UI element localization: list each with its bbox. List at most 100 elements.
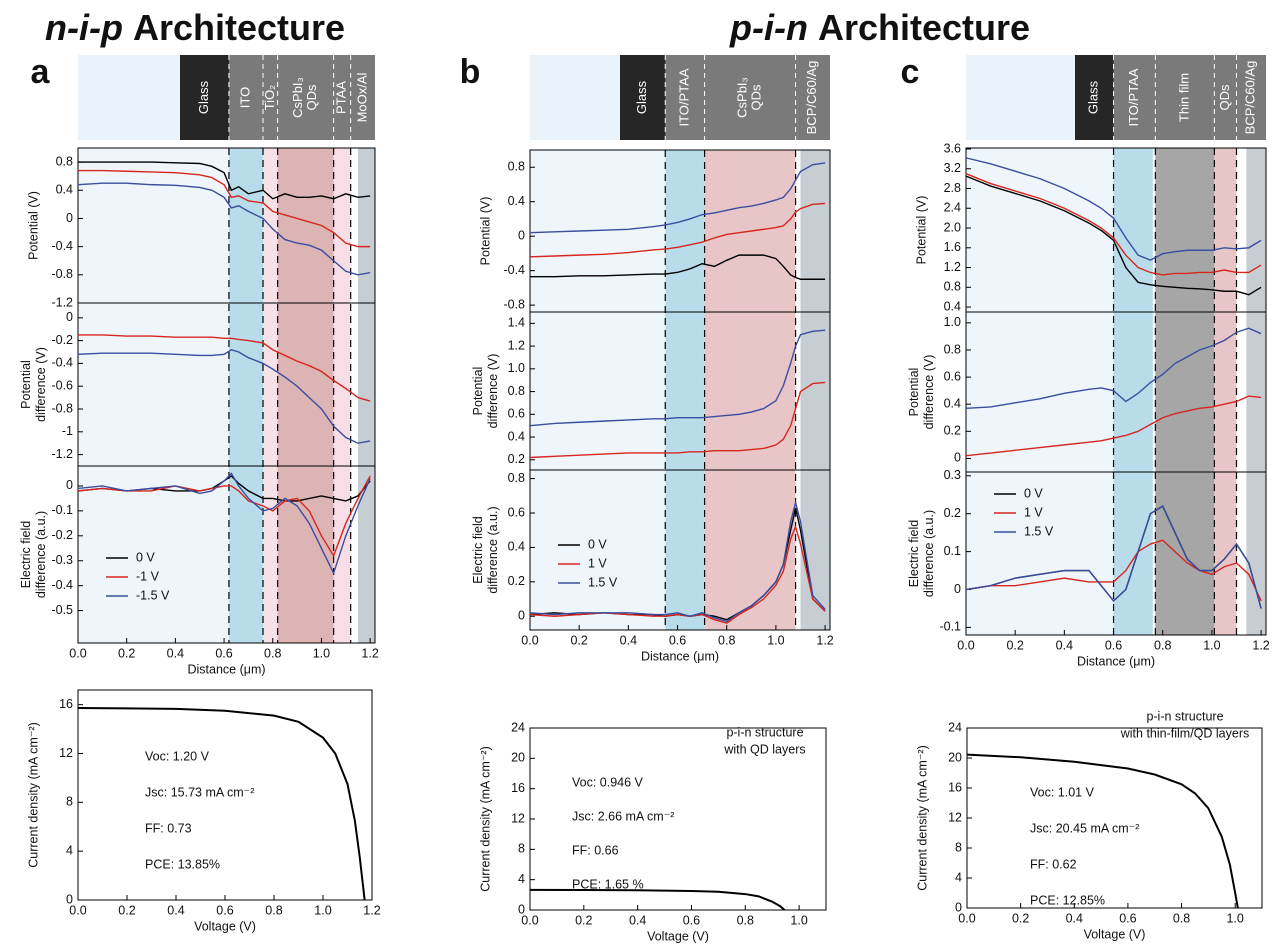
x-tick-label: 0.2 [1006, 638, 1023, 652]
data-line [77, 475, 371, 558]
y-tick-label: 0 [955, 900, 962, 914]
data-line [966, 753, 1239, 909]
y-tick-label: -0.2 [51, 333, 73, 347]
data-line [77, 348, 371, 444]
data-line [529, 888, 786, 911]
y-axis-label: difference (V) [486, 354, 500, 429]
y-tick-label: 1.0 [508, 361, 525, 375]
y-tick-label: 0 [66, 892, 73, 906]
y-tick-label: 1.0 [944, 315, 961, 329]
y-tick-label: 4 [955, 870, 962, 884]
legend-label: -1 V [136, 569, 160, 583]
legend-label: 1 V [1024, 505, 1043, 519]
sem-glass [1075, 55, 1114, 140]
layer-label: QDs [304, 84, 319, 111]
x-tick-label: 1.0 [313, 646, 330, 660]
y-tick-label: -0.1 [939, 620, 961, 634]
x-tick-label: 0.8 [264, 646, 281, 660]
x-tick-label: 0.6 [1119, 911, 1136, 925]
layer-label: QDs [1217, 84, 1232, 111]
data-line [965, 173, 1262, 276]
sem-glass [180, 55, 229, 140]
y-tick-label: -1 [62, 424, 73, 438]
y-axis-label: Potential (V) [478, 197, 492, 266]
x-tick-label: 1.0 [790, 913, 807, 927]
x-tick-label: 0.0 [957, 638, 974, 652]
data-line [965, 175, 1262, 296]
x-tick-label: 0.0 [521, 633, 538, 647]
y-tick-label: 0.4 [944, 397, 961, 411]
layer-label: Glass [634, 80, 649, 114]
y-tick-label: -0.8 [503, 297, 525, 311]
y-tick-label: 16 [59, 697, 73, 711]
y-tick-label: 0.8 [56, 154, 73, 168]
y-tick-label: 4 [66, 843, 73, 857]
y-tick-label: 0.8 [944, 342, 961, 356]
y-tick-label: 0 [518, 609, 525, 623]
y-tick-label: 0.6 [944, 369, 961, 383]
note: p-i-n structure [1146, 709, 1223, 723]
legend-label: -1.5 V [136, 588, 170, 602]
x-tick-label: 1.2 [1252, 638, 1269, 652]
layer-band [1113, 148, 1153, 635]
data-line [529, 499, 826, 623]
strip-background [78, 55, 180, 140]
y-tick-label: 0 [66, 211, 73, 225]
x-tick-label: 0.6 [669, 633, 686, 647]
y-axis-label: Electric field [907, 520, 921, 587]
layer-band [966, 148, 1114, 635]
y-tick-label: 20 [511, 751, 525, 765]
annotation: Jsc: 20.45 mA cm⁻² [1030, 821, 1139, 835]
layer-label: ITO/PTAA [676, 68, 691, 126]
y-axis-label: Current density (mA cm⁻²) [478, 746, 492, 892]
y-tick-label: 0.6 [508, 407, 525, 421]
layer-band [228, 148, 264, 643]
data-line [77, 472, 371, 576]
x-tick-label: 1.0 [1203, 638, 1220, 652]
x-tick-label: 0.4 [167, 903, 184, 917]
annotation: PCE: 12.85% [1030, 893, 1105, 907]
layer-label: ITO [237, 87, 252, 108]
x-tick-label: 0.8 [1173, 911, 1190, 925]
heading-text: Architecture [133, 7, 345, 48]
plot-frame [77, 465, 376, 644]
y-tick-label: -0.1 [51, 503, 73, 517]
y-tick-label: 1.4 [508, 316, 525, 330]
layer-band [333, 148, 351, 643]
data-line [77, 182, 371, 276]
layer-band [78, 148, 229, 643]
layer-label: CsPbI₃ [735, 77, 750, 118]
y-tick-label: 4 [518, 872, 525, 886]
legend-label: 0 V [588, 537, 607, 551]
y-tick-label: 2.8 [944, 181, 961, 195]
plot-frame [965, 471, 1267, 636]
sem-glass [620, 55, 666, 140]
y-tick-label: -0.4 [503, 263, 525, 277]
y-tick-label: 0.2 [508, 574, 525, 588]
x-tick-label: 1.0 [314, 903, 331, 917]
y-tick-label: 0.2 [944, 424, 961, 438]
layer-band [665, 150, 705, 630]
y-tick-label: 12 [511, 811, 525, 825]
y-tick-label: -0.8 [51, 267, 73, 281]
data-line [78, 169, 371, 248]
y-tick-label: 2.4 [944, 201, 961, 215]
annotation: PCE: 1.65 % [572, 877, 644, 891]
x-tick-label: 0.2 [575, 913, 592, 927]
y-tick-label: -0.8 [51, 401, 73, 415]
y-tick-label: 0.4 [508, 540, 525, 554]
data-line [529, 162, 826, 234]
annotation: FF: 0.66 [572, 843, 619, 857]
strip-background [966, 55, 1075, 140]
y-tick-label: -0.4 [51, 239, 73, 253]
y-tick-label: 24 [511, 720, 525, 734]
data-line [78, 161, 371, 200]
y-tick-label: -0.6 [51, 379, 73, 393]
x-tick-label: 1.0 [1226, 911, 1243, 925]
annotation: FF: 0.73 [145, 821, 192, 835]
x-axis-label: Distance (μm) [1077, 654, 1155, 668]
heading-text: Architecture [818, 7, 1030, 48]
data-line [965, 327, 1262, 409]
x-tick-label: 0.8 [265, 903, 282, 917]
layer-label: Glass [1086, 80, 1101, 114]
